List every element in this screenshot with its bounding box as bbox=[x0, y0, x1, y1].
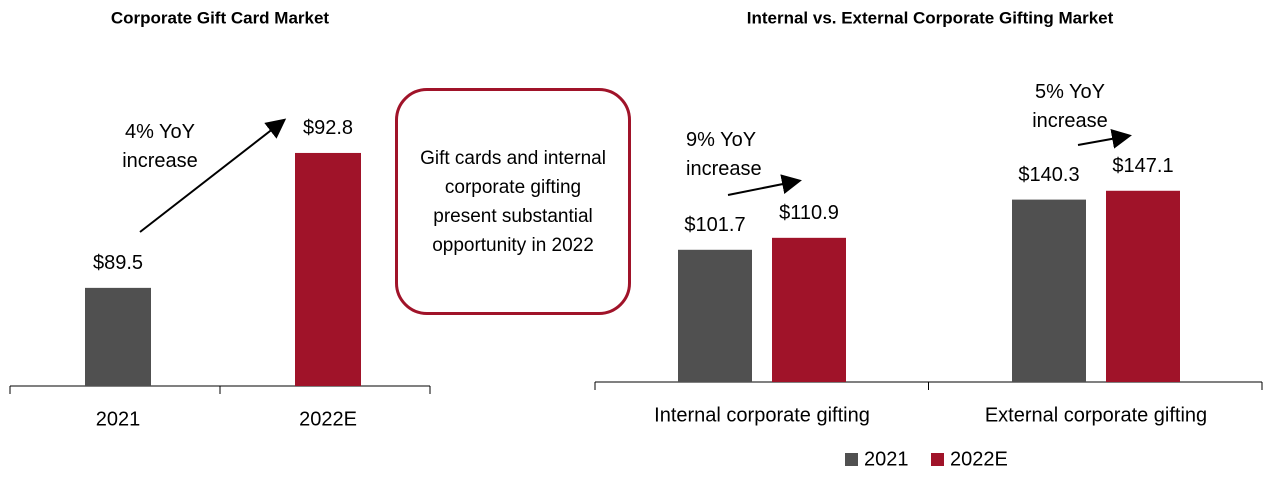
annotation: 5% YoY increase bbox=[1032, 81, 1108, 132]
legend-label: 2022E bbox=[950, 448, 1008, 470]
bar bbox=[772, 237, 846, 382]
x-tick-label: External corporate gifting bbox=[985, 404, 1207, 426]
x-tick-label: 2021 bbox=[96, 408, 141, 430]
arrow bbox=[727, 174, 802, 196]
value-label: $147.1 bbox=[1112, 155, 1173, 177]
value-label: $110.9 bbox=[779, 202, 839, 224]
x-tick-label: Internal corporate gifting bbox=[654, 404, 870, 426]
legend-swatch bbox=[845, 453, 858, 466]
chart-title: Internal vs. External Corporate Gifting … bbox=[747, 8, 1114, 27]
bar bbox=[295, 152, 361, 386]
legend-swatch bbox=[931, 453, 944, 466]
annotation: 4% YoY increase bbox=[122, 121, 198, 172]
bar bbox=[1012, 199, 1086, 382]
value-label: $101.7 bbox=[684, 214, 745, 236]
callout: Gift cards and internal corporate giftin… bbox=[395, 88, 631, 315]
value-label: $92.8 bbox=[303, 117, 353, 139]
chart-title: Corporate Gift Card Market bbox=[111, 8, 330, 27]
bar bbox=[85, 287, 151, 386]
annotation: 9% YoY increase bbox=[686, 129, 762, 180]
arrow bbox=[1077, 128, 1132, 149]
value-label: $140.3 bbox=[1018, 164, 1079, 186]
bar bbox=[678, 249, 752, 382]
x-tick-label: 2022E bbox=[299, 408, 357, 430]
bar bbox=[1106, 190, 1180, 382]
value-label: $89.5 bbox=[93, 252, 143, 274]
arrow bbox=[139, 118, 287, 233]
legend-label: 2021 bbox=[864, 448, 909, 470]
